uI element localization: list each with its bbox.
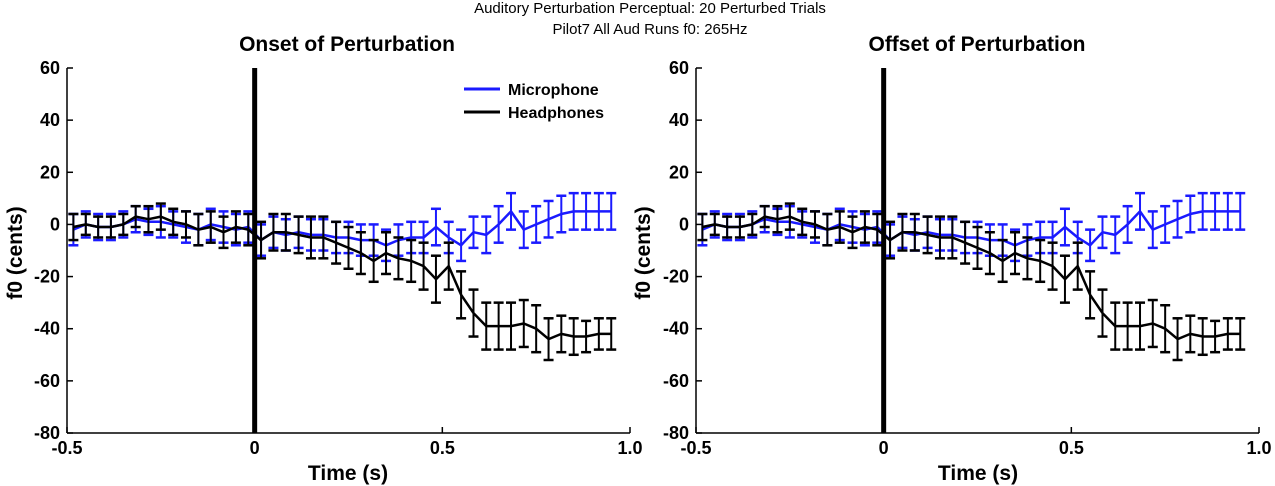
onset-ytick-label: -80 [34,423,60,443]
offset-ytick-label: -20 [663,267,689,287]
offset-ytick-label: -60 [663,371,689,391]
offset-ytick-label: 60 [669,58,689,78]
offset-xtick-label: 1.0 [1246,438,1271,458]
offset-headphones-line [702,215,1241,341]
offset-xtick-label: -0.5 [680,438,711,458]
onset-headphones-line [73,215,612,341]
onset-panel-legend: Microphone Headphones [464,82,604,122]
onset-xtick-label: 0.5 [430,438,455,458]
onset-microphone-line [72,210,612,247]
onset-ytick-label: 20 [40,162,60,182]
offset-ytick-label: 40 [669,110,689,130]
offset-panel-title: Offset of Perturbation [868,33,1085,56]
offset-panel: Offset of Perturbation f0 (cents) Time (… [632,33,1272,485]
legend-microphone-label: Microphone [508,82,599,99]
onset-xtick-label: -0.5 [51,438,82,458]
onset-panel-xlabel: Time (s) [308,462,388,485]
offset-ytick-label: -40 [663,319,689,339]
onset-ytick-label: 60 [40,58,60,78]
onset-ytick-label: -60 [34,371,60,391]
onset-panel-ylabel: f0 (cents) [4,206,27,299]
legend-headphones-label: Headphones [508,105,604,122]
offset-panel-ylabel: f0 (cents) [632,206,655,299]
offset-microphone-line [701,210,1241,247]
offset-ytick-label: 20 [669,162,689,182]
offset-xtick-label: 0.5 [1059,438,1084,458]
onset-xtick-label: 0 [250,438,260,458]
offset-ytick-label: 0 [679,214,689,234]
onset-xtick-label: 1.0 [617,438,642,458]
offset-panel-xlabel: Time (s) [938,462,1018,485]
figure-suptitle-line1: Auditory Perturbation Perceptual: 20 Per… [474,0,826,17]
onset-panel: Onset of Perturbation f0 (cents) Time (s… [4,33,643,485]
figure-suptitle-line2: Pilot7 All Aud Runs f0: 265Hz [552,21,747,38]
offset-ytick-label: -80 [663,423,689,443]
onset-panel-title: Onset of Perturbation [239,33,455,56]
onset-ytick-label: 40 [40,110,60,130]
onset-ytick-label: -20 [34,267,60,287]
onset-ytick-label: 0 [50,214,60,234]
offset-xtick-label: 0 [879,438,889,458]
onset-ytick-label: -40 [34,319,60,339]
